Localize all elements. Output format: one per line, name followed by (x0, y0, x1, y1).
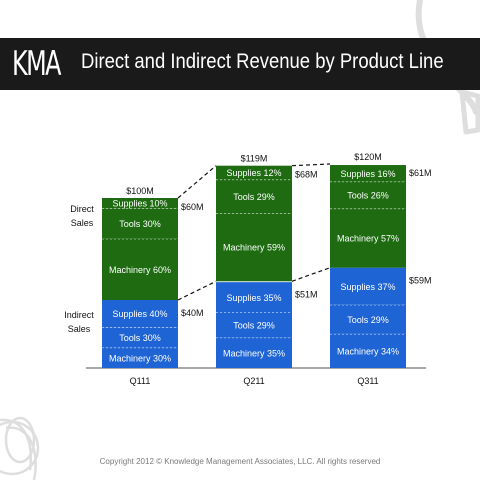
bar-segment-direct-sales-machinery (102, 238, 178, 300)
segment-label: Machinery 35% (223, 348, 285, 358)
bar-segment-indirect-sales-tools (330, 304, 406, 334)
segment-label: Supplies 37% (340, 282, 395, 292)
bar-segment-indirect-sales-tools (102, 327, 178, 348)
indirect-sales-label: Indirect (64, 310, 94, 320)
bar-segment-indirect-sales-supplies (216, 282, 292, 313)
segment-label: Tools 29% (233, 321, 275, 331)
indirect-value-label: $59M (409, 276, 432, 286)
bar-segment-indirect-sales-machinery (330, 333, 406, 368)
segment-label: Tools 29% (347, 315, 389, 325)
bar-segment-indirect-sales-tools (216, 312, 292, 338)
bar-segment-indirect-sales-machinery (102, 347, 178, 368)
total-label: $120M (354, 152, 382, 162)
segment-label: Tools 29% (233, 192, 275, 202)
bar-segment-direct-sales-tools (216, 179, 292, 214)
segment-label: Machinery 34% (337, 346, 399, 356)
segment-label: Supplies 35% (226, 293, 281, 303)
segment-label: Supplies 12% (226, 168, 281, 178)
segment-label: Supplies 40% (112, 309, 167, 319)
bar-segment-indirect-sales-machinery (216, 337, 292, 368)
direct-value-label: $68M (295, 170, 318, 180)
segment-label: Machinery 30% (109, 353, 171, 363)
indirect-value-label: $51M (295, 289, 318, 299)
direct-sales-label: Direct (70, 204, 94, 214)
segment-label: Machinery 59% (223, 243, 285, 253)
bar-segment-direct-sales-tools (330, 181, 406, 209)
indirect-connector (177, 280, 217, 301)
page-title: Direct and Indirect Revenue by Product L… (81, 50, 444, 73)
segment-label: Supplies 10% (112, 199, 167, 209)
bar-segment-direct-sales-tools (102, 208, 178, 239)
indirect-value-label: $40M (181, 308, 204, 318)
bar-segment-direct-sales-supplies (102, 198, 178, 209)
segment-label: Machinery 60% (109, 265, 171, 275)
copyright-text: Copyright 2012 © Knowledge Management As… (99, 457, 381, 466)
direct-value-label: $60M (181, 202, 204, 212)
kma-logo: KMA (12, 44, 61, 84)
bar-segment-indirect-sales-supplies (102, 300, 178, 328)
segment-label: Tools 30% (119, 219, 161, 229)
header-bar: KMA Direct and Indirect Revenue by Produ… (0, 38, 480, 90)
category-label: Q111 (130, 376, 151, 386)
bar-segment-direct-sales-supplies (330, 165, 406, 182)
indirect-sales-label: Sales (68, 324, 91, 334)
total-label: $119M (241, 154, 268, 164)
direct-value-label: $61M (409, 168, 432, 178)
total-label: $100M (126, 186, 154, 196)
segment-label: Supplies 16% (340, 169, 395, 179)
total-connector (177, 165, 217, 199)
segment-label: Tools 26% (347, 191, 389, 201)
category-label: Q311 (357, 376, 378, 386)
bar-segment-direct-sales-machinery (330, 208, 406, 268)
segment-label: Tools 30% (119, 333, 161, 343)
category-label: Q211 (243, 376, 264, 386)
bar-segment-direct-sales-machinery (216, 213, 292, 282)
direct-sales-label: Sales (71, 218, 94, 228)
segment-label: Machinery 57% (337, 234, 399, 244)
indirect-connector (291, 267, 331, 282)
bar-segment-direct-sales-supplies (216, 165, 292, 180)
bar-segment-indirect-sales-supplies (330, 267, 406, 305)
total-connector (291, 163, 331, 167)
